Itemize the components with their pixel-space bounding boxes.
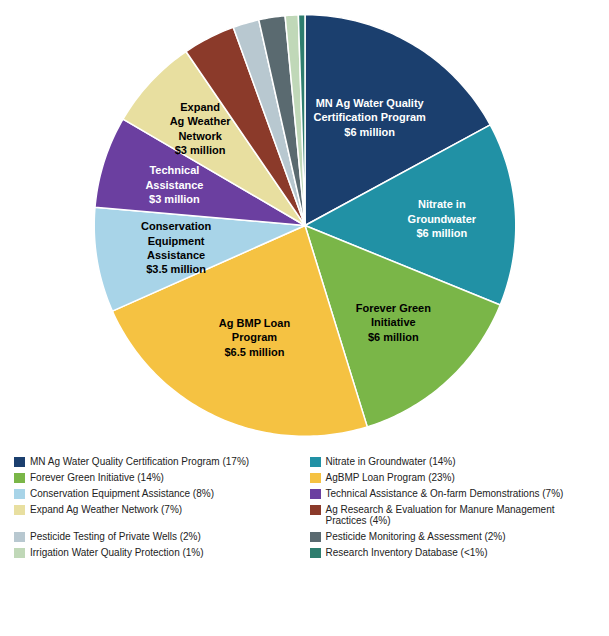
svg-text:TechnicalAssistance$3 million: TechnicalAssistance$3 million bbox=[145, 164, 203, 205]
html-text:Technical Assistance & On-farm: Technical Assistance & On-farm Demonstra… bbox=[325, 488, 564, 499]
html-text:Pesticide Testing of Private W: Pesticide Testing of Private Wells (2%) bbox=[30, 531, 201, 542]
html-text:MN Ag Water Quality Certificat: MN Ag Water Quality Certification Progra… bbox=[30, 456, 250, 467]
html-text:Conservation Equipment Assista: Conservation Equipment Assistance (8%) bbox=[30, 488, 214, 499]
html-text:Pesticide Monitoring & Assessm: Pesticide Monitoring & Assessment (2%) bbox=[325, 531, 506, 542]
html-text:Irrigation Water Quality Prote: Irrigation Water Quality Protection (1%) bbox=[30, 547, 204, 558]
svg-text:ExpandAg WeatherNetwork$3 mill: ExpandAg WeatherNetwork$3 million bbox=[170, 101, 232, 156]
html-text:Ag Research & Evaluation for M: Ag Research & Evaluation for Manure Mana… bbox=[325, 504, 555, 526]
html-text:Expand Ag Weather Network (7%): Expand Ag Weather Network (7%) bbox=[30, 504, 183, 515]
html-text:AgBMP Loan Program (23%): AgBMP Loan Program (23%) bbox=[325, 472, 455, 483]
svg-text:Ag BMP LoanProgram$6.5 million: Ag BMP LoanProgram$6.5 million bbox=[219, 317, 291, 358]
html-text:Forever Green Initiative (14%): Forever Green Initiative (14%) bbox=[30, 472, 164, 483]
svg-text:Forever GreenInitiative$6 mill: Forever GreenInitiative$6 million bbox=[356, 302, 431, 343]
html-text:Research Inventory Database (<: Research Inventory Database (<1%) bbox=[325, 547, 488, 558]
html-text:Nitrate in Groundwater (14%): Nitrate in Groundwater (14%) bbox=[325, 456, 456, 467]
svg-text:Nitrate inGroundwater$6 millio: Nitrate inGroundwater$6 million bbox=[408, 198, 477, 239]
svg-text:MN Ag Water QualityCertificati: MN Ag Water QualityCertification Program… bbox=[313, 97, 426, 138]
svg-text:ConservationEquipmentAssistanc: ConservationEquipmentAssistance$3.5 mill… bbox=[141, 220, 212, 275]
